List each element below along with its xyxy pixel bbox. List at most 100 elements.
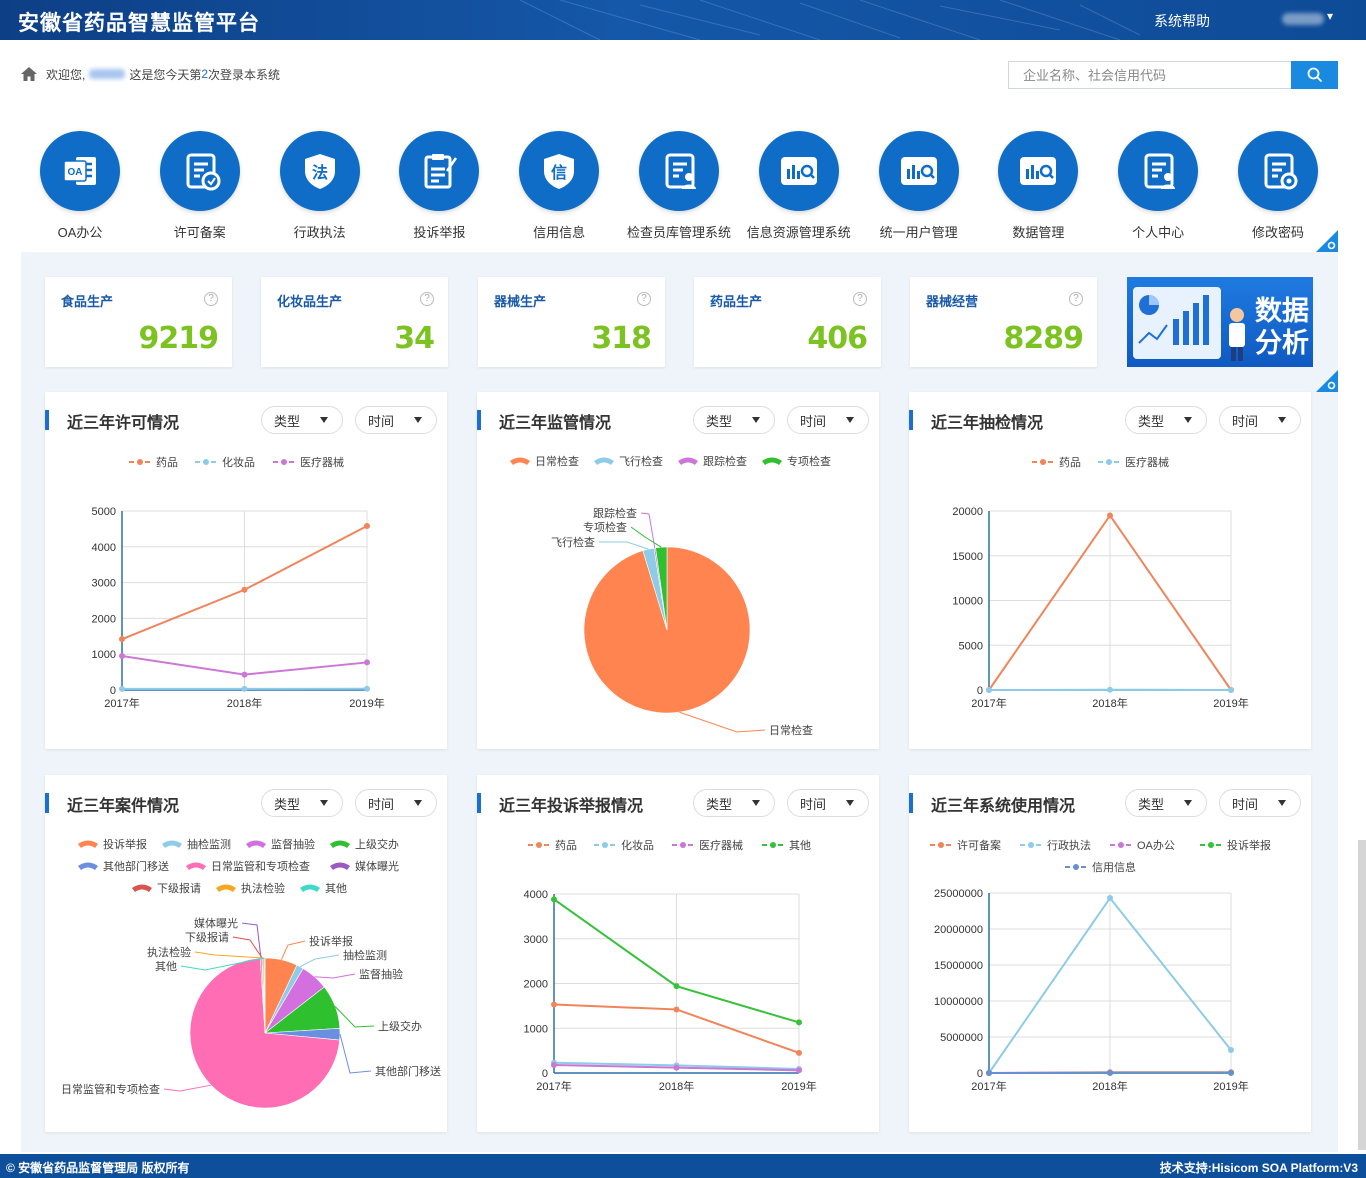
legend-item[interactable]: 医疗器械: [1098, 455, 1169, 469]
legend-item[interactable]: 药品: [129, 456, 178, 469]
nav-item-4[interactable]: 投诉举报: [379, 131, 499, 241]
chart-title: 近三年许可情况: [67, 415, 180, 432]
data-point[interactable]: [986, 687, 992, 693]
legend-item[interactable]: 化妆品: [594, 838, 654, 852]
data-point[interactable]: [796, 1049, 802, 1056]
nav-item-8[interactable]: 统一用户管理: [859, 131, 979, 241]
settings-corner-icon[interactable]: [1316, 370, 1338, 392]
data-point[interactable]: [551, 1001, 557, 1008]
type-dropdown[interactable]: 类型: [1125, 406, 1207, 434]
legend-item[interactable]: 下级报请: [132, 881, 201, 895]
data-point[interactable]: [119, 685, 125, 692]
settings-corner-icon[interactable]: [1316, 230, 1338, 252]
data-point[interactable]: [241, 671, 248, 678]
legend-item[interactable]: 医疗器械: [672, 838, 743, 852]
username-blurred[interactable]: [1282, 13, 1324, 25]
type-dropdown[interactable]: 类型: [261, 789, 343, 817]
help-question-icon[interactable]: ?: [853, 292, 867, 306]
legend-item[interactable]: 上级交办: [330, 837, 399, 851]
data-point[interactable]: [1107, 686, 1113, 693]
legend-item[interactable]: 飞行检查: [594, 454, 663, 468]
data-point[interactable]: [364, 523, 370, 530]
type-dropdown[interactable]: 类型: [693, 406, 775, 434]
type-dropdown[interactable]: 类型: [261, 406, 343, 434]
data-point[interactable]: [673, 983, 680, 990]
legend-item[interactable]: 投诉举报: [78, 837, 147, 851]
search-button[interactable]: [1291, 61, 1338, 89]
nav-item-5[interactable]: 信信用信息: [499, 131, 619, 241]
data-point[interactable]: [796, 1067, 802, 1074]
legend-item[interactable]: 行政执法: [1020, 838, 1091, 852]
data-point[interactable]: [364, 685, 370, 692]
home-icon[interactable]: [20, 66, 38, 82]
data-point[interactable]: [1228, 1046, 1234, 1053]
nav-item-6[interactable]: 检查员库管理系统: [619, 131, 739, 241]
data-point[interactable]: [364, 659, 370, 666]
legend-item[interactable]: 化妆品: [195, 455, 255, 469]
nav-item-1[interactable]: OA OA办公: [20, 131, 140, 241]
data-point[interactable]: [1228, 687, 1234, 693]
time-dropdown[interactable]: 时间: [355, 406, 437, 434]
nav-item-2[interactable]: 许可备案: [140, 131, 260, 241]
legend-item[interactable]: 监督抽验: [246, 837, 315, 851]
data-point[interactable]: [796, 1019, 802, 1026]
legend-item[interactable]: 日常监管和专项检查: [186, 859, 310, 873]
nav-item-10[interactable]: 个人中心: [1098, 131, 1218, 241]
stat-card[interactable]: 器械经营? 8289: [910, 277, 1097, 367]
nav-item-7[interactable]: 信息资源管理系统: [739, 131, 859, 241]
time-dropdown[interactable]: 时间: [1219, 406, 1301, 434]
stat-card[interactable]: 药品生产? 406: [694, 277, 881, 367]
data-point[interactable]: [986, 1070, 992, 1076]
time-dropdown[interactable]: 时间: [355, 789, 437, 817]
legend-item[interactable]: 药品: [1032, 456, 1081, 469]
nav-item-9[interactable]: 数据管理: [978, 131, 1098, 241]
legend-item[interactable]: 药品: [528, 839, 577, 852]
stat-card[interactable]: 器械生产? 318: [478, 277, 665, 367]
legend-item[interactable]: 执法检验: [216, 881, 285, 895]
system-help-link[interactable]: 系统帮助: [1154, 13, 1210, 29]
data-point[interactable]: [241, 685, 248, 692]
data-point[interactable]: [119, 636, 125, 643]
nav-item-11[interactable]: 修改密码: [1218, 131, 1338, 241]
legend-item[interactable]: 媒体曝光: [330, 859, 399, 873]
stat-card[interactable]: 食品生产? 9219: [45, 277, 232, 367]
help-question-icon[interactable]: ?: [204, 292, 218, 306]
data-point[interactable]: [551, 1061, 557, 1068]
page-scrollbar[interactable]: [1358, 840, 1366, 1150]
data-point[interactable]: [241, 586, 248, 593]
data-point[interactable]: [673, 1006, 680, 1013]
legend-item[interactable]: 专项检查: [762, 454, 831, 468]
legend-item[interactable]: 其他: [762, 839, 811, 852]
legend-item[interactable]: 抽检监测: [162, 837, 231, 851]
time-dropdown[interactable]: 时间: [787, 406, 869, 434]
legend-item[interactable]: 信用信息: [1065, 860, 1136, 874]
legend-item[interactable]: 其他: [300, 882, 347, 895]
legend-item[interactable]: 许可备案: [930, 838, 1001, 852]
chevron-down-icon[interactable]: ▾: [1327, 9, 1334, 23]
help-question-icon[interactable]: ?: [1069, 292, 1083, 306]
data-point[interactable]: [1107, 1069, 1113, 1076]
data-point[interactable]: [1107, 512, 1113, 519]
legend-item[interactable]: 医疗器械: [273, 455, 344, 469]
legend-item[interactable]: 跟踪检查: [678, 454, 747, 468]
data-point[interactable]: [1107, 895, 1113, 902]
stat-card[interactable]: 化妆品生产? 34: [261, 277, 448, 367]
label-leader-line: [679, 711, 766, 733]
type-dropdown[interactable]: 类型: [693, 789, 775, 817]
legend-item[interactable]: 投诉举报: [1200, 838, 1271, 852]
data-point[interactable]: [1228, 1069, 1234, 1076]
help-question-icon[interactable]: ?: [420, 292, 434, 306]
time-dropdown[interactable]: 时间: [787, 789, 869, 817]
time-dropdown[interactable]: 时间: [1219, 789, 1301, 817]
type-dropdown[interactable]: 类型: [1125, 789, 1207, 817]
legend-item[interactable]: 其他部门移送: [78, 859, 169, 873]
legend-item[interactable]: OA办公: [1110, 839, 1175, 852]
nav-item-3[interactable]: 法行政执法: [260, 131, 380, 241]
enterprise-search-input[interactable]: [1008, 61, 1292, 89]
data-point[interactable]: [551, 896, 557, 903]
data-analysis-banner[interactable]: 数据 分析: [1127, 277, 1313, 367]
help-question-icon[interactable]: ?: [637, 292, 651, 306]
legend-item[interactable]: 日常检查: [510, 454, 579, 468]
data-point[interactable]: [673, 1064, 680, 1071]
data-point[interactable]: [119, 652, 125, 659]
